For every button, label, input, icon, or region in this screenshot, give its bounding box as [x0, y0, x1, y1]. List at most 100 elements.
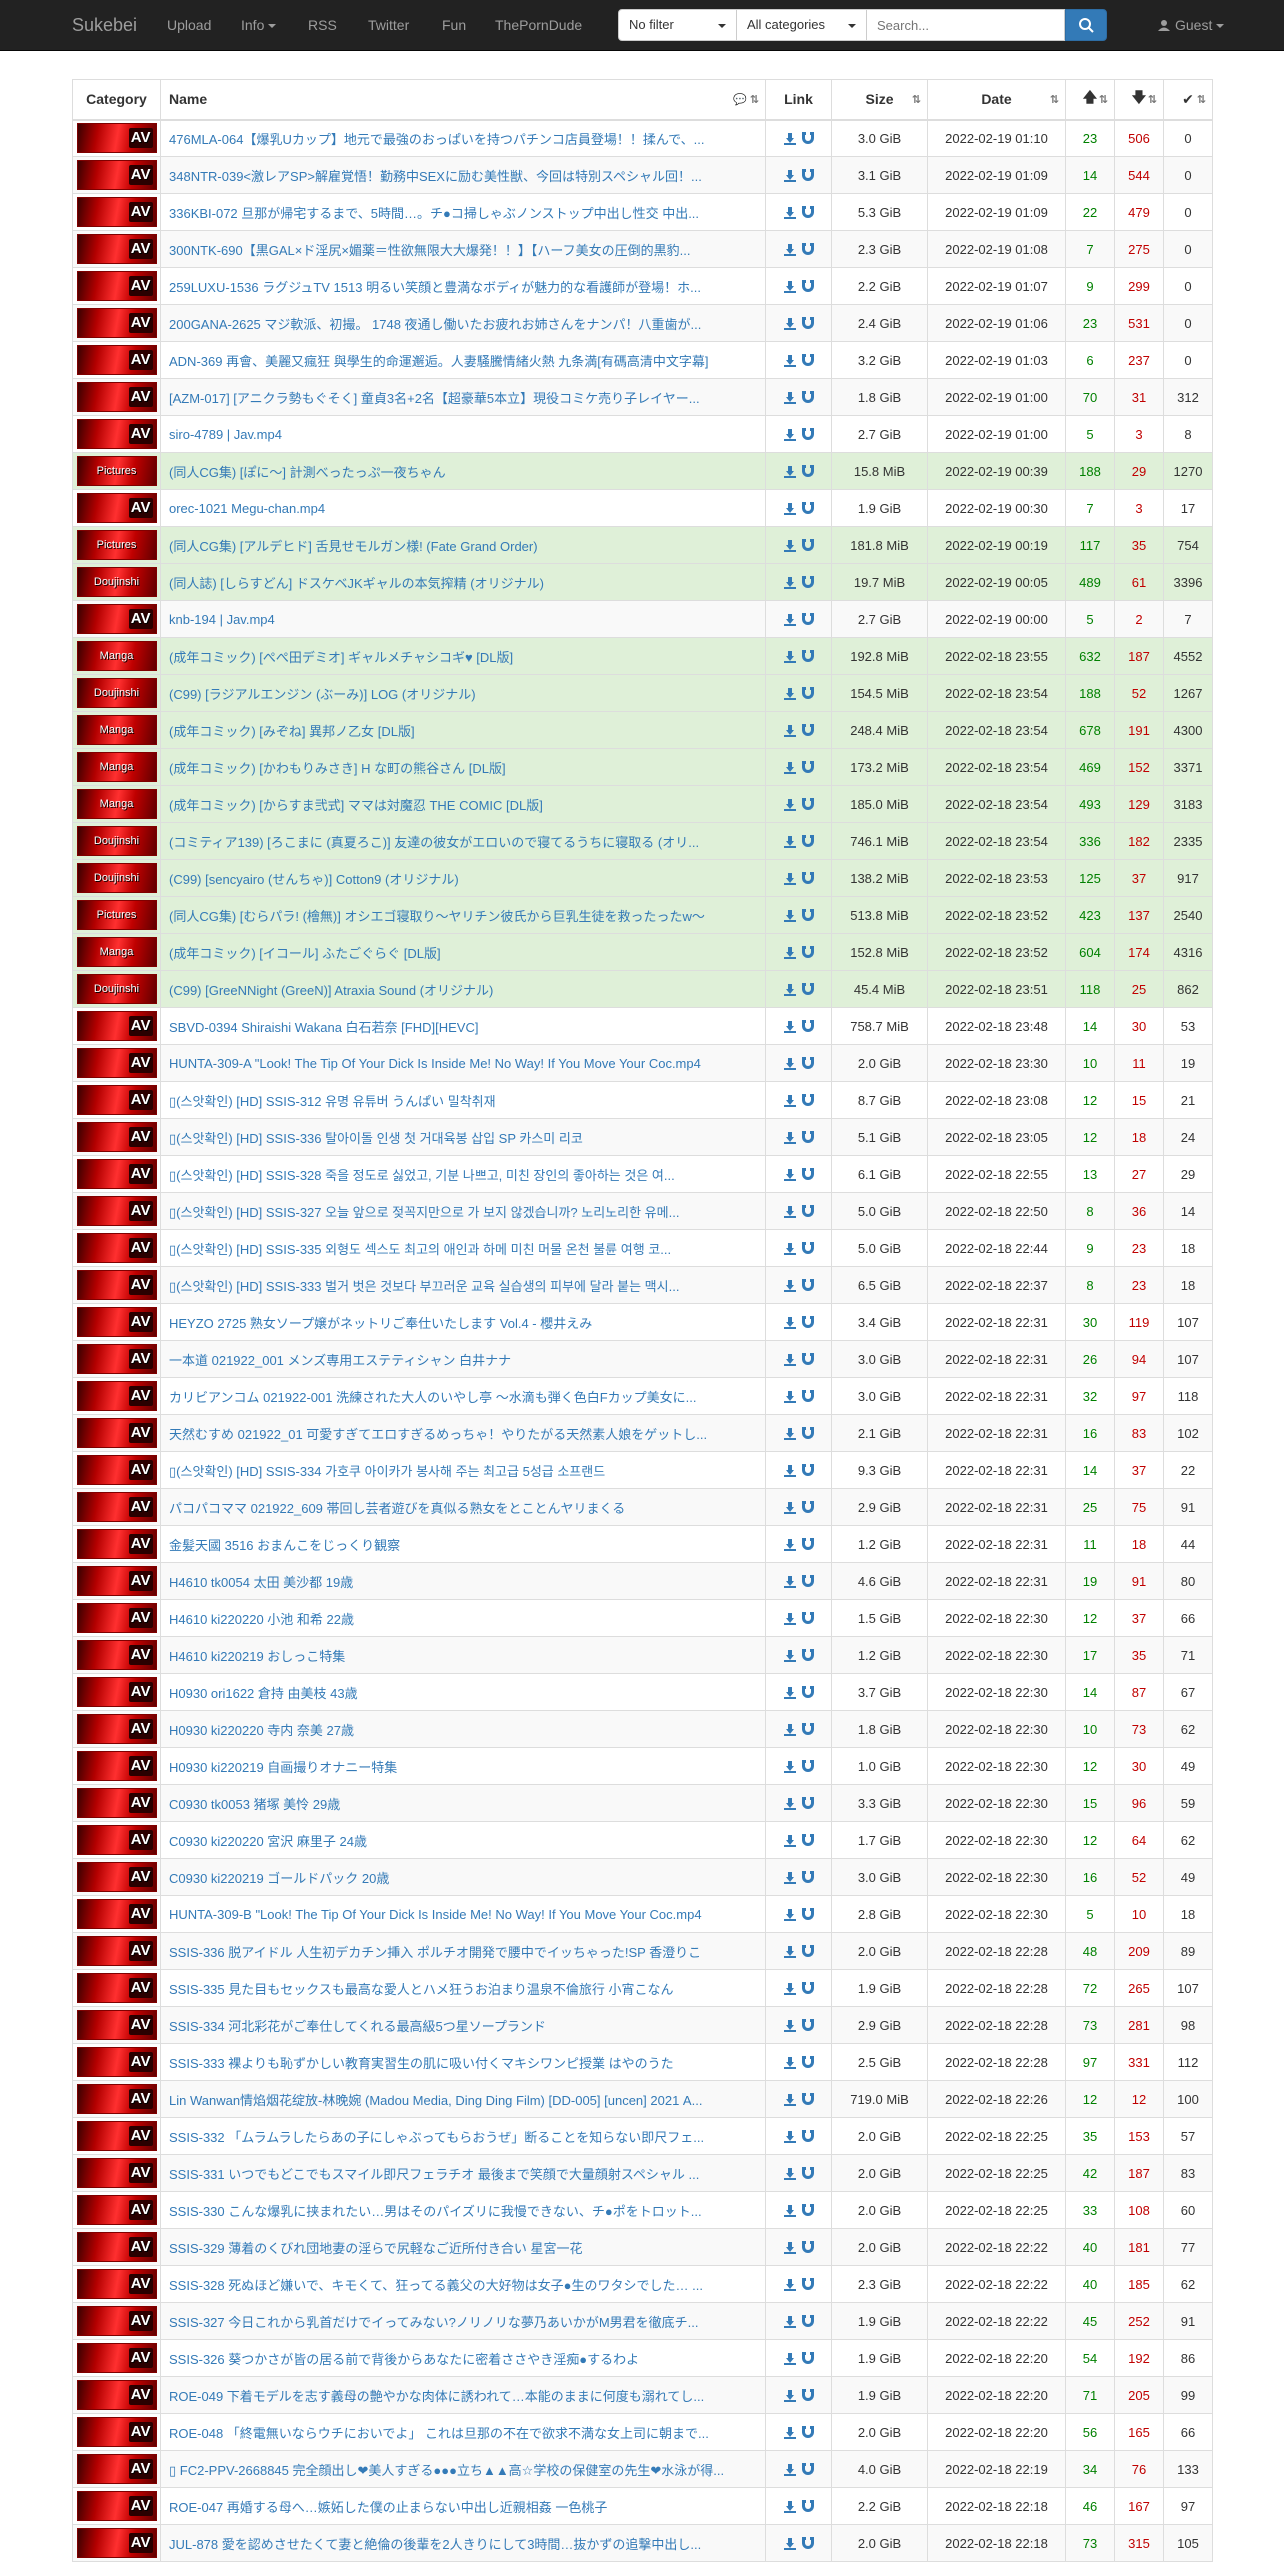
magnet-icon[interactable] — [801, 946, 814, 959]
category-badge[interactable]: Pictures — [76, 530, 157, 560]
download-icon[interactable] — [783, 762, 796, 775]
magnet-icon[interactable] — [801, 2167, 814, 2180]
category-badge[interactable]: AV — [76, 308, 157, 338]
magnet-icon[interactable] — [801, 2315, 814, 2328]
magnet-icon[interactable] — [801, 2056, 814, 2069]
category-badge[interactable]: AV — [76, 1307, 157, 1337]
category-badge[interactable]: Manga — [76, 789, 157, 819]
torrent-name-link[interactable]: 天然むすめ 021922_01 可愛すぎてエロすぎるめっちゃ！やりたがる天然素人… — [160, 1414, 766, 1452]
magnet-icon[interactable] — [801, 724, 814, 737]
magnet-icon[interactable] — [801, 354, 814, 367]
magnet-icon[interactable] — [801, 650, 814, 663]
download-icon[interactable] — [783, 503, 796, 516]
torrent-name-link[interactable]: HEYZO 2725 熟女ソープ嬢がネットリご奉仕いたします Vol.4 - 櫻… — [160, 1303, 766, 1341]
category-badge[interactable]: AV — [76, 1196, 157, 1226]
download-icon[interactable] — [783, 318, 796, 331]
magnet-icon[interactable] — [801, 2426, 814, 2439]
category-badge[interactable]: Doujinshi — [76, 974, 157, 1004]
torrent-name-link[interactable]: 200GANA-2625 マジ軟派、初撮。 1748 夜通し働いたお疲れお姉さん… — [160, 304, 766, 342]
download-icon[interactable] — [783, 1687, 796, 1700]
torrent-name-link[interactable]: 259LUXU-1536 ラグジュTV 1513 明るい笑顔と豊満なボディが魅力… — [160, 267, 766, 305]
magnet-icon[interactable] — [801, 835, 814, 848]
category-badge[interactable]: AV — [76, 1529, 157, 1559]
download-icon[interactable] — [783, 2390, 796, 2403]
torrent-name-link[interactable]: (コミティア139) [ろこまに (真夏ろこ)] 友達の彼女がエロいので寝てるう… — [160, 822, 766, 860]
download-icon[interactable] — [783, 1613, 796, 1626]
category-badge[interactable]: AV — [76, 1751, 157, 1781]
category-badge[interactable]: AV — [76, 2306, 157, 2336]
category-badge[interactable]: AV — [76, 2454, 157, 2484]
download-icon[interactable] — [783, 466, 796, 479]
download-icon[interactable] — [783, 2316, 796, 2329]
magnet-icon[interactable] — [801, 391, 814, 404]
header-name[interactable]: Name 💬 ⇅ — [160, 79, 766, 121]
torrent-name-link[interactable]: (成年コミック) [ぺぺ田デミオ] ギャルメチャシコギ♥ [DL版] — [160, 637, 766, 675]
torrent-name-link[interactable]: orec-1021 Megu-chan.mp4 — [160, 489, 766, 527]
category-badge[interactable]: AV — [76, 2269, 157, 2299]
category-badge[interactable]: Manga — [76, 641, 157, 671]
category-badge[interactable]: AV — [76, 2121, 157, 2151]
category-badge[interactable]: AV — [76, 1344, 157, 1374]
magnet-icon[interactable] — [801, 502, 814, 515]
torrent-name-link[interactable]: SSIS-333 裸よりも恥ずかしい教育実習生の肌に吸い付くマキシワンピ授業 は… — [160, 2043, 766, 2081]
magnet-icon[interactable] — [801, 613, 814, 626]
torrent-name-link[interactable]: ▯(스앗확인) [HD] SSIS-312 유명 유튜버 うんぱい 밀착취재 — [160, 1081, 766, 1119]
magnet-icon[interactable] — [801, 1575, 814, 1588]
torrent-name-link[interactable]: C0930 tk0053 猪塚 美怜 29歳 — [160, 1784, 766, 1822]
magnet-icon[interactable] — [801, 798, 814, 811]
category-badge[interactable]: Doujinshi — [76, 826, 157, 856]
torrent-name-link[interactable]: [AZM-017] [アニクラ勢もぐそく] 童貞3名+2名【超豪華5本立】現役コ… — [160, 378, 766, 416]
download-icon[interactable] — [783, 873, 796, 886]
category-badge[interactable]: Pictures — [76, 456, 157, 486]
magnet-icon[interactable] — [801, 687, 814, 700]
download-icon[interactable] — [783, 1465, 796, 1478]
torrent-name-link[interactable]: H0930 ki220220 寺内 奈美 27歳 — [160, 1710, 766, 1748]
download-icon[interactable] — [783, 1095, 796, 1108]
torrent-name-link[interactable]: 476MLA-064【爆乳Uカップ】地元で最強のおっぱいを持つパチンコ店員登場！… — [160, 119, 766, 157]
download-icon[interactable] — [783, 1983, 796, 1996]
download-icon[interactable] — [783, 540, 796, 553]
magnet-icon[interactable] — [801, 1723, 814, 1736]
torrent-name-link[interactable]: C0930 ki220220 宮沢 麻里子 24歳 — [160, 1821, 766, 1859]
download-icon[interactable] — [783, 2464, 796, 2477]
category-badge[interactable]: AV — [76, 419, 157, 449]
magnet-icon[interactable] — [801, 1686, 814, 1699]
category-badge[interactable]: Doujinshi — [76, 863, 157, 893]
torrent-name-link[interactable]: SSIS-331 いつでもどこでもスマイル即尺フェラチオ 最後まで笑顔で大量顔射… — [160, 2154, 766, 2192]
download-icon[interactable] — [783, 1243, 796, 1256]
search-input[interactable] — [867, 9, 1065, 41]
magnet-icon[interactable] — [801, 1390, 814, 1403]
download-icon[interactable] — [783, 1761, 796, 1774]
download-icon[interactable] — [783, 2501, 796, 2514]
download-icon[interactable] — [783, 1021, 796, 1034]
download-icon[interactable] — [783, 2279, 796, 2292]
torrent-name-link[interactable]: SBVD-0394 Shiraishi Wakana 白石若奈 [FHD][HE… — [160, 1007, 766, 1045]
download-icon[interactable] — [783, 836, 796, 849]
magnet-icon[interactable] — [801, 1242, 814, 1255]
magnet-icon[interactable] — [801, 132, 814, 145]
category-badge[interactable]: AV — [76, 2417, 157, 2447]
user-menu[interactable]: Guest — [1158, 17, 1225, 33]
download-icon[interactable] — [783, 2131, 796, 2144]
category-badge[interactable]: AV — [76, 345, 157, 375]
download-icon[interactable] — [783, 688, 796, 701]
category-badge[interactable]: AV — [76, 160, 157, 190]
torrent-name-link[interactable]: H0930 ori1622 倉持 由美枝 43歳 — [160, 1673, 766, 1711]
torrent-name-link[interactable]: 金髪天國 3516 おまんこをじっくり観察 — [160, 1525, 766, 1563]
download-icon[interactable] — [783, 799, 796, 812]
category-badge[interactable]: AV — [76, 1048, 157, 1078]
torrent-name-link[interactable]: JUL-878 愛を認めさせたくて妻と絶倫の後輩を2人きりにして3時間…抜かずの… — [160, 2524, 766, 2562]
torrent-name-link[interactable]: SSIS-329 薄着のくびれ団地妻の淫らで尻軽なご近所付き合い 星宮一花 — [160, 2228, 766, 2266]
magnet-icon[interactable] — [801, 2389, 814, 2402]
nav-thepornddude[interactable]: ThePornDude — [495, 17, 583, 33]
download-icon[interactable] — [783, 429, 796, 442]
torrent-name-link[interactable]: (同人CG集) [ぽに～] 計測べったっぷ一夜ちゃん — [160, 452, 766, 490]
nav-twitter[interactable]: Twitter — [368, 17, 410, 33]
category-badge[interactable]: AV — [76, 2158, 157, 2188]
magnet-icon[interactable] — [801, 243, 814, 256]
download-icon[interactable] — [783, 2020, 796, 2033]
header-leechers[interactable]: 🡇 ⇅ — [1114, 79, 1164, 121]
magnet-icon[interactable] — [801, 539, 814, 552]
category-badge[interactable]: AV — [76, 1899, 157, 1929]
download-icon[interactable] — [783, 2057, 796, 2070]
